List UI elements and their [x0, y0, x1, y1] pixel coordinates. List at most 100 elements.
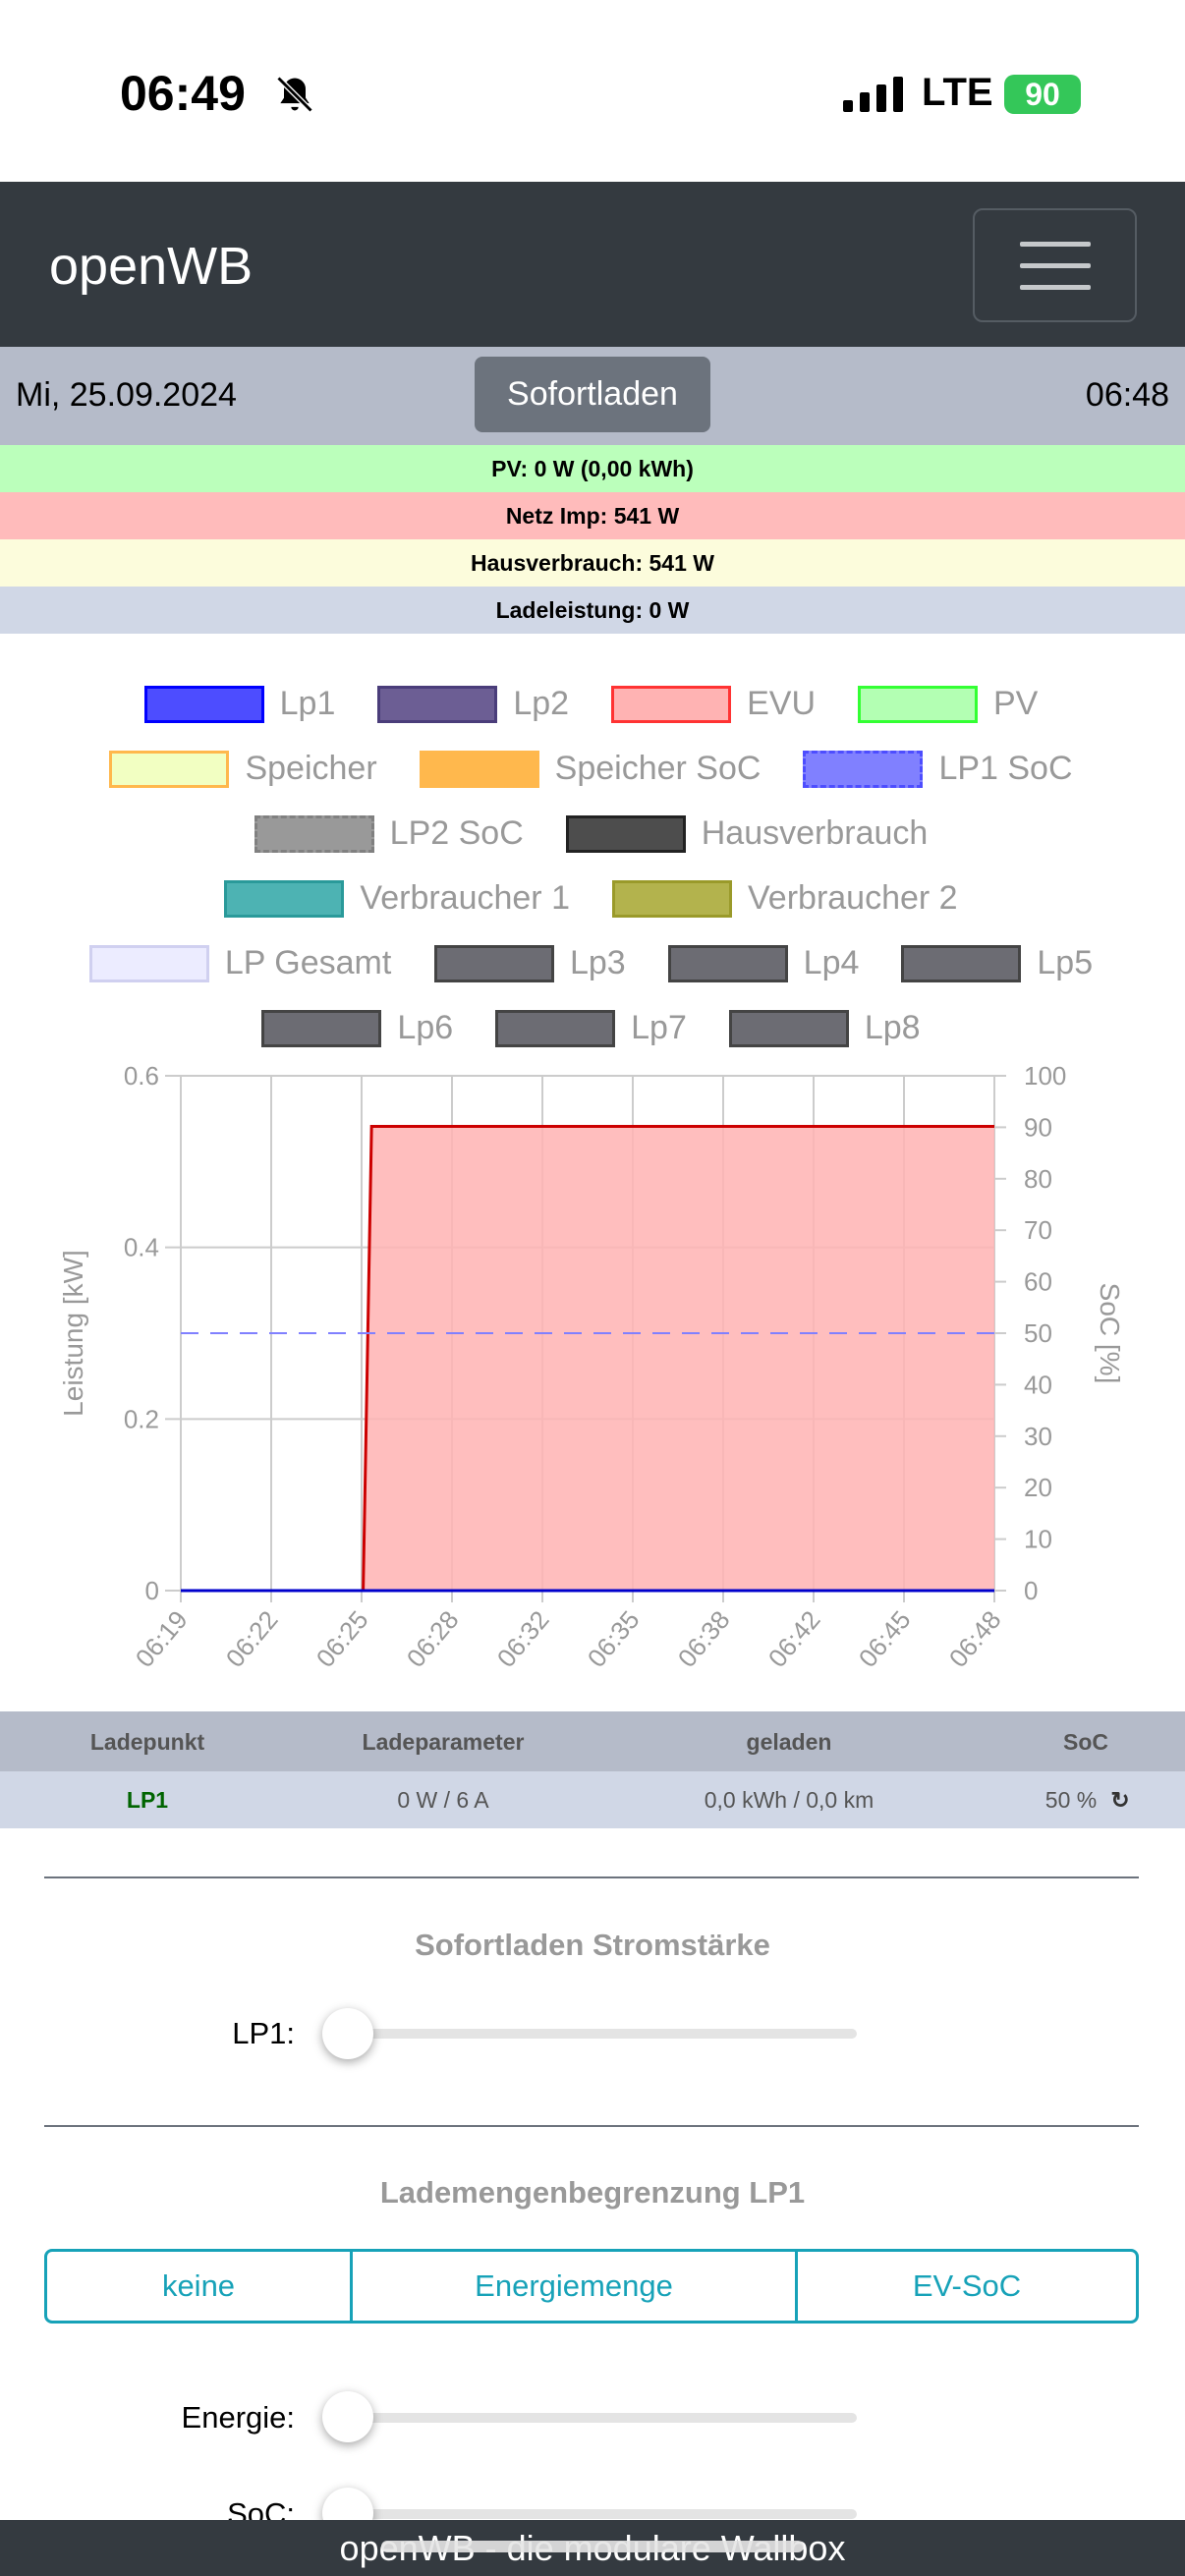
legend-swatch	[611, 685, 732, 723]
limit-none-button[interactable]: keine	[47, 2252, 353, 2321]
legend-swatch	[667, 944, 788, 982]
legend-swatch	[901, 944, 1022, 982]
home-indicator[interactable]	[381, 2541, 804, 2552]
legend-item[interactable]: Lp7	[495, 1009, 687, 1047]
lp-name: LP1	[126, 1787, 169, 1813]
col-soc: SoC	[1063, 1729, 1108, 1755]
legend-label: Lp6	[397, 1009, 454, 1046]
legend-label: Speicher SoC	[554, 750, 762, 787]
legend-item[interactable]: EVU	[611, 685, 816, 723]
legend-item[interactable]: Speicher SoC	[419, 750, 762, 788]
x-tick-label: 06:19	[130, 1605, 194, 1673]
y2-tick-label: 10	[1024, 1525, 1052, 1554]
y2-tick-label: 20	[1024, 1473, 1052, 1502]
legend-item[interactable]: Lp6	[261, 1009, 453, 1047]
menu-toggle-button[interactable]	[973, 208, 1137, 322]
lp-params: 0 W / 6 A	[397, 1787, 489, 1813]
legend-swatch	[858, 685, 978, 723]
x-tick-label: 06:48	[943, 1605, 1007, 1673]
energy-slider[interactable]	[348, 2413, 857, 2423]
y2-tick-label: 30	[1024, 1422, 1052, 1451]
table-row: LP1 0 W / 6 A 0,0 kWh / 0,0 km 50 % ↻	[0, 1771, 1185, 1828]
y-tick-label: 0.6	[124, 1061, 159, 1091]
x-tick-label: 06:45	[853, 1605, 917, 1673]
section-title-limit: Lademengenbegrenzung LP1	[379, 2175, 806, 2210]
legend-label: EVU	[747, 685, 817, 722]
y2-tick-label: 70	[1024, 1215, 1052, 1245]
legend-label: PV	[993, 685, 1039, 722]
legend-item[interactable]: Lp8	[728, 1009, 921, 1047]
divider	[44, 2125, 1139, 2127]
legend-item[interactable]: Lp2	[377, 685, 569, 723]
y2-tick-label: 40	[1024, 1370, 1052, 1399]
x-tick-label: 06:38	[672, 1605, 736, 1673]
legend-swatch	[803, 750, 924, 788]
legend-label: Speicher	[245, 750, 377, 787]
legend-swatch	[728, 1009, 849, 1047]
table-header: Ladepunkt Ladeparameter geladen SoC	[0, 1711, 1185, 1771]
limit-energy-button[interactable]: Energiemenge	[353, 2252, 798, 2321]
bell-muted-icon	[276, 76, 313, 113]
legend-label: LP2 SoC	[389, 814, 524, 852]
legend-label: Lp3	[569, 944, 626, 981]
legend-swatch	[377, 685, 498, 723]
hamburger-icon	[1020, 263, 1091, 268]
legend-item[interactable]: PV	[858, 685, 1038, 723]
legend-label: LP1 SoC	[938, 750, 1073, 787]
legend-swatch	[495, 1009, 616, 1047]
legend-label: Lp7	[631, 1009, 687, 1046]
legend-swatch	[261, 1009, 382, 1047]
date-label: Mi, 25.09.2024	[16, 376, 237, 414]
legend-swatch	[254, 814, 374, 853]
refresh-soc-icon[interactable]: ↻	[1110, 1787, 1130, 1813]
legend-item[interactable]: Verbraucher 2	[612, 879, 958, 918]
legend-item[interactable]: LP2 SoC	[254, 814, 524, 853]
y2-tick-label: 80	[1024, 1164, 1052, 1194]
legend-swatch	[565, 814, 686, 853]
legend-item[interactable]: Lp5	[901, 944, 1093, 982]
divider	[44, 1876, 1139, 1878]
legend-swatch	[612, 879, 732, 918]
legend-swatch	[109, 750, 230, 788]
legend-swatch	[88, 944, 209, 982]
legend-item[interactable]: Lp4	[667, 944, 860, 982]
signal-icon	[843, 77, 903, 112]
status-bar	[0, 0, 1185, 182]
network-type: LTE	[922, 71, 993, 114]
energy-slider-handle[interactable]	[322, 2391, 373, 2442]
legend-swatch	[143, 685, 264, 723]
col-ladepunkt: Ladepunkt	[89, 1729, 205, 1755]
legend-label: Lp1	[279, 685, 336, 722]
col-ladeparameter: Ladeparameter	[362, 1729, 525, 1755]
legend-item[interactable]: LP1 SoC	[803, 750, 1073, 788]
y2-tick-label: 90	[1024, 1112, 1052, 1142]
legend-label: Lp8	[864, 1009, 921, 1046]
legend-label: Verbraucher 2	[748, 879, 958, 917]
legend-swatch	[224, 879, 345, 918]
brand-logo[interactable]: openWB	[49, 237, 254, 296]
battery-icon: 90	[1004, 75, 1081, 114]
charge-mode-button[interactable]: Sofortladen	[475, 357, 710, 432]
grid-import-info: Netz Imp: 541 W	[0, 492, 1185, 539]
charging-power-info: Ladeleistung: 0 W	[0, 587, 1185, 634]
legend-swatch	[419, 750, 539, 788]
legend-item[interactable]: LP Gesamt	[88, 944, 391, 982]
limit-soc-button[interactable]: EV-SoC	[912, 2268, 1022, 2303]
lp1-current-slider[interactable]	[348, 2029, 857, 2039]
lp1-current-slider-handle[interactable]	[322, 2008, 373, 2059]
legend-label: Lp4	[803, 944, 860, 981]
x-tick-label: 06:22	[220, 1605, 284, 1673]
y-tick-label: 0	[145, 1576, 159, 1605]
legend-item[interactable]: Verbraucher 1	[224, 879, 570, 918]
legend-item[interactable]: Lp3	[433, 944, 626, 982]
lp-soc: 50 %	[1044, 1787, 1098, 1813]
x-tick-label: 06:35	[582, 1605, 646, 1673]
y-tick-label: 0.4	[124, 1233, 159, 1262]
legend-item[interactable]: Hausverbrauch	[565, 814, 928, 853]
legend-item[interactable]: Speicher	[109, 750, 377, 788]
y2-tick-label: 50	[1024, 1318, 1052, 1348]
soc-slider[interactable]	[348, 2509, 857, 2519]
legend-item[interactable]: Lp1	[143, 685, 336, 723]
x-tick-label: 06:25	[310, 1605, 374, 1673]
power-chart: 06:19 06:22 06:25 06:28 06:32 06:35 06:38 06:42…	[58, 1061, 1125, 1673]
